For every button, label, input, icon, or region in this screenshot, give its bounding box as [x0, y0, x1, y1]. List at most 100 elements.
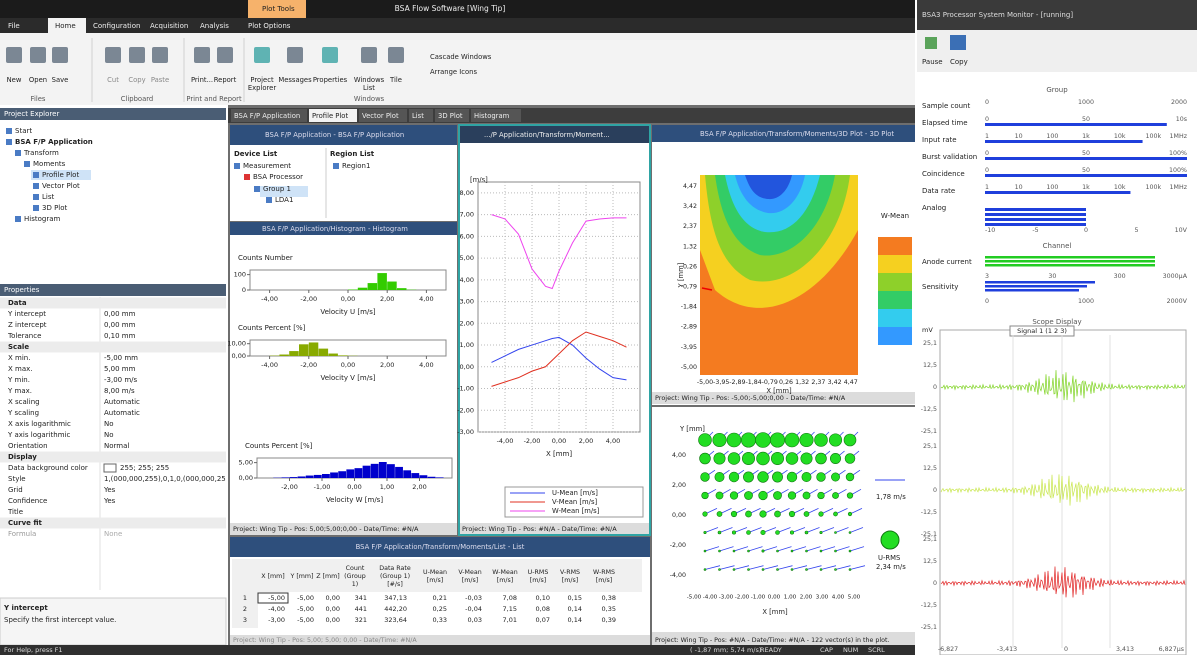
ribbon-button[interactable]: Properties	[313, 76, 348, 84]
tree-item[interactable]: BSA F/P Application	[15, 138, 93, 146]
property-value[interactable]: 5,00 mm	[104, 365, 136, 373]
tree-item[interactable]: Histogram	[24, 215, 60, 223]
tab-label[interactable]: Histogram	[474, 112, 510, 120]
property-value[interactable]: 8,00 m/s	[104, 387, 135, 395]
device-item[interactable]: Measurement	[243, 162, 291, 170]
toolbar-button[interactable]: Copy	[950, 58, 968, 66]
property-value[interactable]: 1,(000,000,255),0,1,0,(000,000,25	[104, 475, 226, 483]
ribbon-button[interactable]: Open	[29, 76, 47, 84]
ribbon-button[interactable]: Windows	[354, 76, 385, 84]
property-value[interactable]: 0,00 mm	[104, 310, 136, 318]
menu-item[interactable]: Acquisition	[150, 22, 188, 30]
ribbon-button[interactable]: Arrange Icons	[430, 68, 477, 76]
y-axis-label: [m/s]	[470, 176, 488, 184]
ribbon-icon[interactable]	[129, 47, 145, 63]
ribbon-icon[interactable]	[287, 47, 303, 63]
property-value[interactable]: Automatic	[104, 398, 140, 406]
tree-item[interactable]: Start	[15, 127, 32, 135]
tab-label[interactable]: Vector Plot	[362, 112, 399, 120]
ribbon-button[interactable]: Cut	[107, 76, 119, 84]
menu-item[interactable]: File	[8, 22, 20, 30]
tab[interactable]	[231, 109, 307, 122]
toolbar-button[interactable]: Pause	[922, 58, 943, 66]
ribbon-button[interactable]: Print...	[191, 76, 213, 84]
property-value[interactable]: Yes	[103, 486, 116, 494]
tree-item[interactable]: Transform	[23, 149, 59, 157]
ribbon-icon[interactable]	[194, 47, 210, 63]
tab-label[interactable]: Profile Plot	[312, 112, 348, 120]
property-value[interactable]: None	[104, 530, 122, 538]
ribbon-icon[interactable]	[105, 47, 121, 63]
property-value[interactable]: Automatic	[104, 409, 140, 417]
meter-label: Elapsed time	[922, 119, 968, 127]
ribbon-icon[interactable]	[152, 47, 168, 63]
ribbon-icon[interactable]	[217, 47, 233, 63]
tab[interactable]	[359, 109, 407, 122]
legend-label: U-RMS	[878, 554, 900, 562]
tab-label[interactable]: List	[412, 112, 424, 120]
ribbon-icon[interactable]	[322, 47, 338, 63]
ribbon-button[interactable]: Save	[52, 76, 69, 84]
ribbon-button[interactable]: Messages	[278, 76, 312, 84]
ribbon-icon[interactable]	[52, 47, 68, 63]
region-item[interactable]: Region1	[342, 162, 370, 170]
tree-item[interactable]: Moments	[33, 160, 66, 168]
ribbon-button[interactable]: Cascade Windows	[430, 53, 492, 61]
tab[interactable]	[309, 109, 357, 122]
ribbon-button[interactable]: Copy	[128, 76, 145, 84]
tree-item[interactable]: Vector Plot	[42, 182, 80, 190]
window-title: BSA F/P Application/Transform/Moments/Li…	[356, 543, 525, 551]
property-value[interactable]: No	[104, 420, 114, 428]
property-name: X axis logarithmic	[8, 420, 71, 428]
tree-item[interactable]: Profile Plot	[42, 171, 79, 179]
ribbon-icon[interactable]	[6, 47, 22, 63]
property-value[interactable]: -3,00 m/s	[104, 376, 138, 384]
ribbon-button[interactable]: Project	[250, 76, 274, 84]
x-tick-label: 0,00	[768, 595, 781, 601]
bar	[313, 474, 322, 478]
legend-label: U-Mean [m/s]	[552, 489, 598, 497]
vector-arrow	[835, 546, 850, 552]
ribbon-button[interactable]: Tile	[389, 76, 402, 84]
ribbon-button[interactable]: Paste	[151, 76, 169, 84]
property-value[interactable]: -5,00 mm	[104, 354, 138, 362]
ribbon-button[interactable]: List	[363, 84, 375, 92]
bar	[289, 351, 299, 356]
tab-label[interactable]: BSA F/P Application	[234, 112, 300, 120]
ribbon-button[interactable]: Report	[214, 76, 237, 84]
property-value[interactable]: 0,10 mm	[104, 332, 136, 340]
chart-title: Counts Number	[238, 254, 293, 262]
meter-bar	[985, 213, 1086, 216]
vector-arrow	[704, 546, 720, 552]
tree-item[interactable]: List	[42, 193, 54, 201]
property-value[interactable]: 0,00 mm	[104, 321, 136, 329]
property-value[interactable]: Yes	[103, 497, 116, 505]
scale-label: 1	[985, 133, 989, 140]
ribbon-icon[interactable]	[30, 47, 46, 63]
colorbar-step	[878, 309, 912, 327]
menu-item[interactable]: Configuration	[93, 22, 140, 30]
ribbon-icon[interactable]	[254, 47, 270, 63]
pane-header	[0, 284, 226, 296]
tab-label[interactable]: 3D Plot	[438, 112, 463, 120]
menu-item[interactable]: Analysis	[200, 22, 229, 30]
ribbon-button[interactable]: New	[7, 76, 22, 84]
rms-circle	[741, 451, 755, 465]
menu-item[interactable]: Plot Options	[248, 22, 291, 30]
device-item[interactable]: Group 1	[263, 185, 291, 193]
tree-item[interactable]: 3D Plot	[42, 204, 68, 212]
property-value[interactable]: Normal	[104, 442, 129, 450]
ribbon-icon[interactable]	[388, 47, 404, 63]
property-value[interactable]: No	[104, 431, 114, 439]
ribbon-icon[interactable]	[361, 47, 377, 63]
rms-circle	[800, 452, 813, 465]
menu-item[interactable]: Home	[55, 22, 76, 30]
ribbon-button[interactable]: Explorer	[248, 84, 277, 92]
tab[interactable]	[471, 109, 521, 122]
property-value[interactable]: 255; 255; 255	[120, 464, 169, 472]
tab[interactable]	[435, 109, 469, 122]
rms-circle	[802, 491, 811, 500]
device-item[interactable]: BSA Processor	[253, 173, 303, 181]
tab[interactable]	[409, 109, 433, 122]
device-item[interactable]: LDA1	[275, 196, 293, 204]
